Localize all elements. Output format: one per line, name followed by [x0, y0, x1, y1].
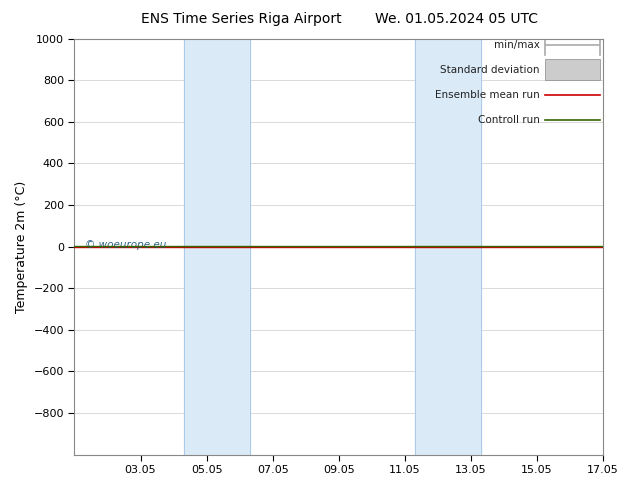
Text: ENS Time Series Riga Airport: ENS Time Series Riga Airport [141, 12, 341, 26]
Point [103, 244, 111, 249]
Bar [415, 39, 481, 455]
Text: Standard deviation: Standard deviation [440, 65, 540, 75]
Point [103, 244, 111, 249]
Point [103, 244, 111, 249]
Point [103, 244, 111, 249]
Text: We. 01.05.2024 05 UTC: We. 01.05.2024 05 UTC [375, 12, 538, 26]
Point [100, 244, 108, 249]
Point [100, 244, 108, 249]
Bar [183, 39, 250, 455]
Point [100, 244, 108, 249]
Text: Ensemble mean run: Ensemble mean run [435, 90, 540, 100]
Text: min/max: min/max [494, 40, 540, 50]
Y-axis label: Temperature 2m (°C): Temperature 2m (°C) [15, 180, 28, 313]
Point [103, 244, 111, 249]
Text: © woeurope.eu: © woeurope.eu [85, 240, 166, 249]
Point [100, 244, 108, 249]
FancyBboxPatch shape [545, 59, 600, 80]
Point [100, 244, 108, 249]
Text: Controll run: Controll run [478, 115, 540, 125]
